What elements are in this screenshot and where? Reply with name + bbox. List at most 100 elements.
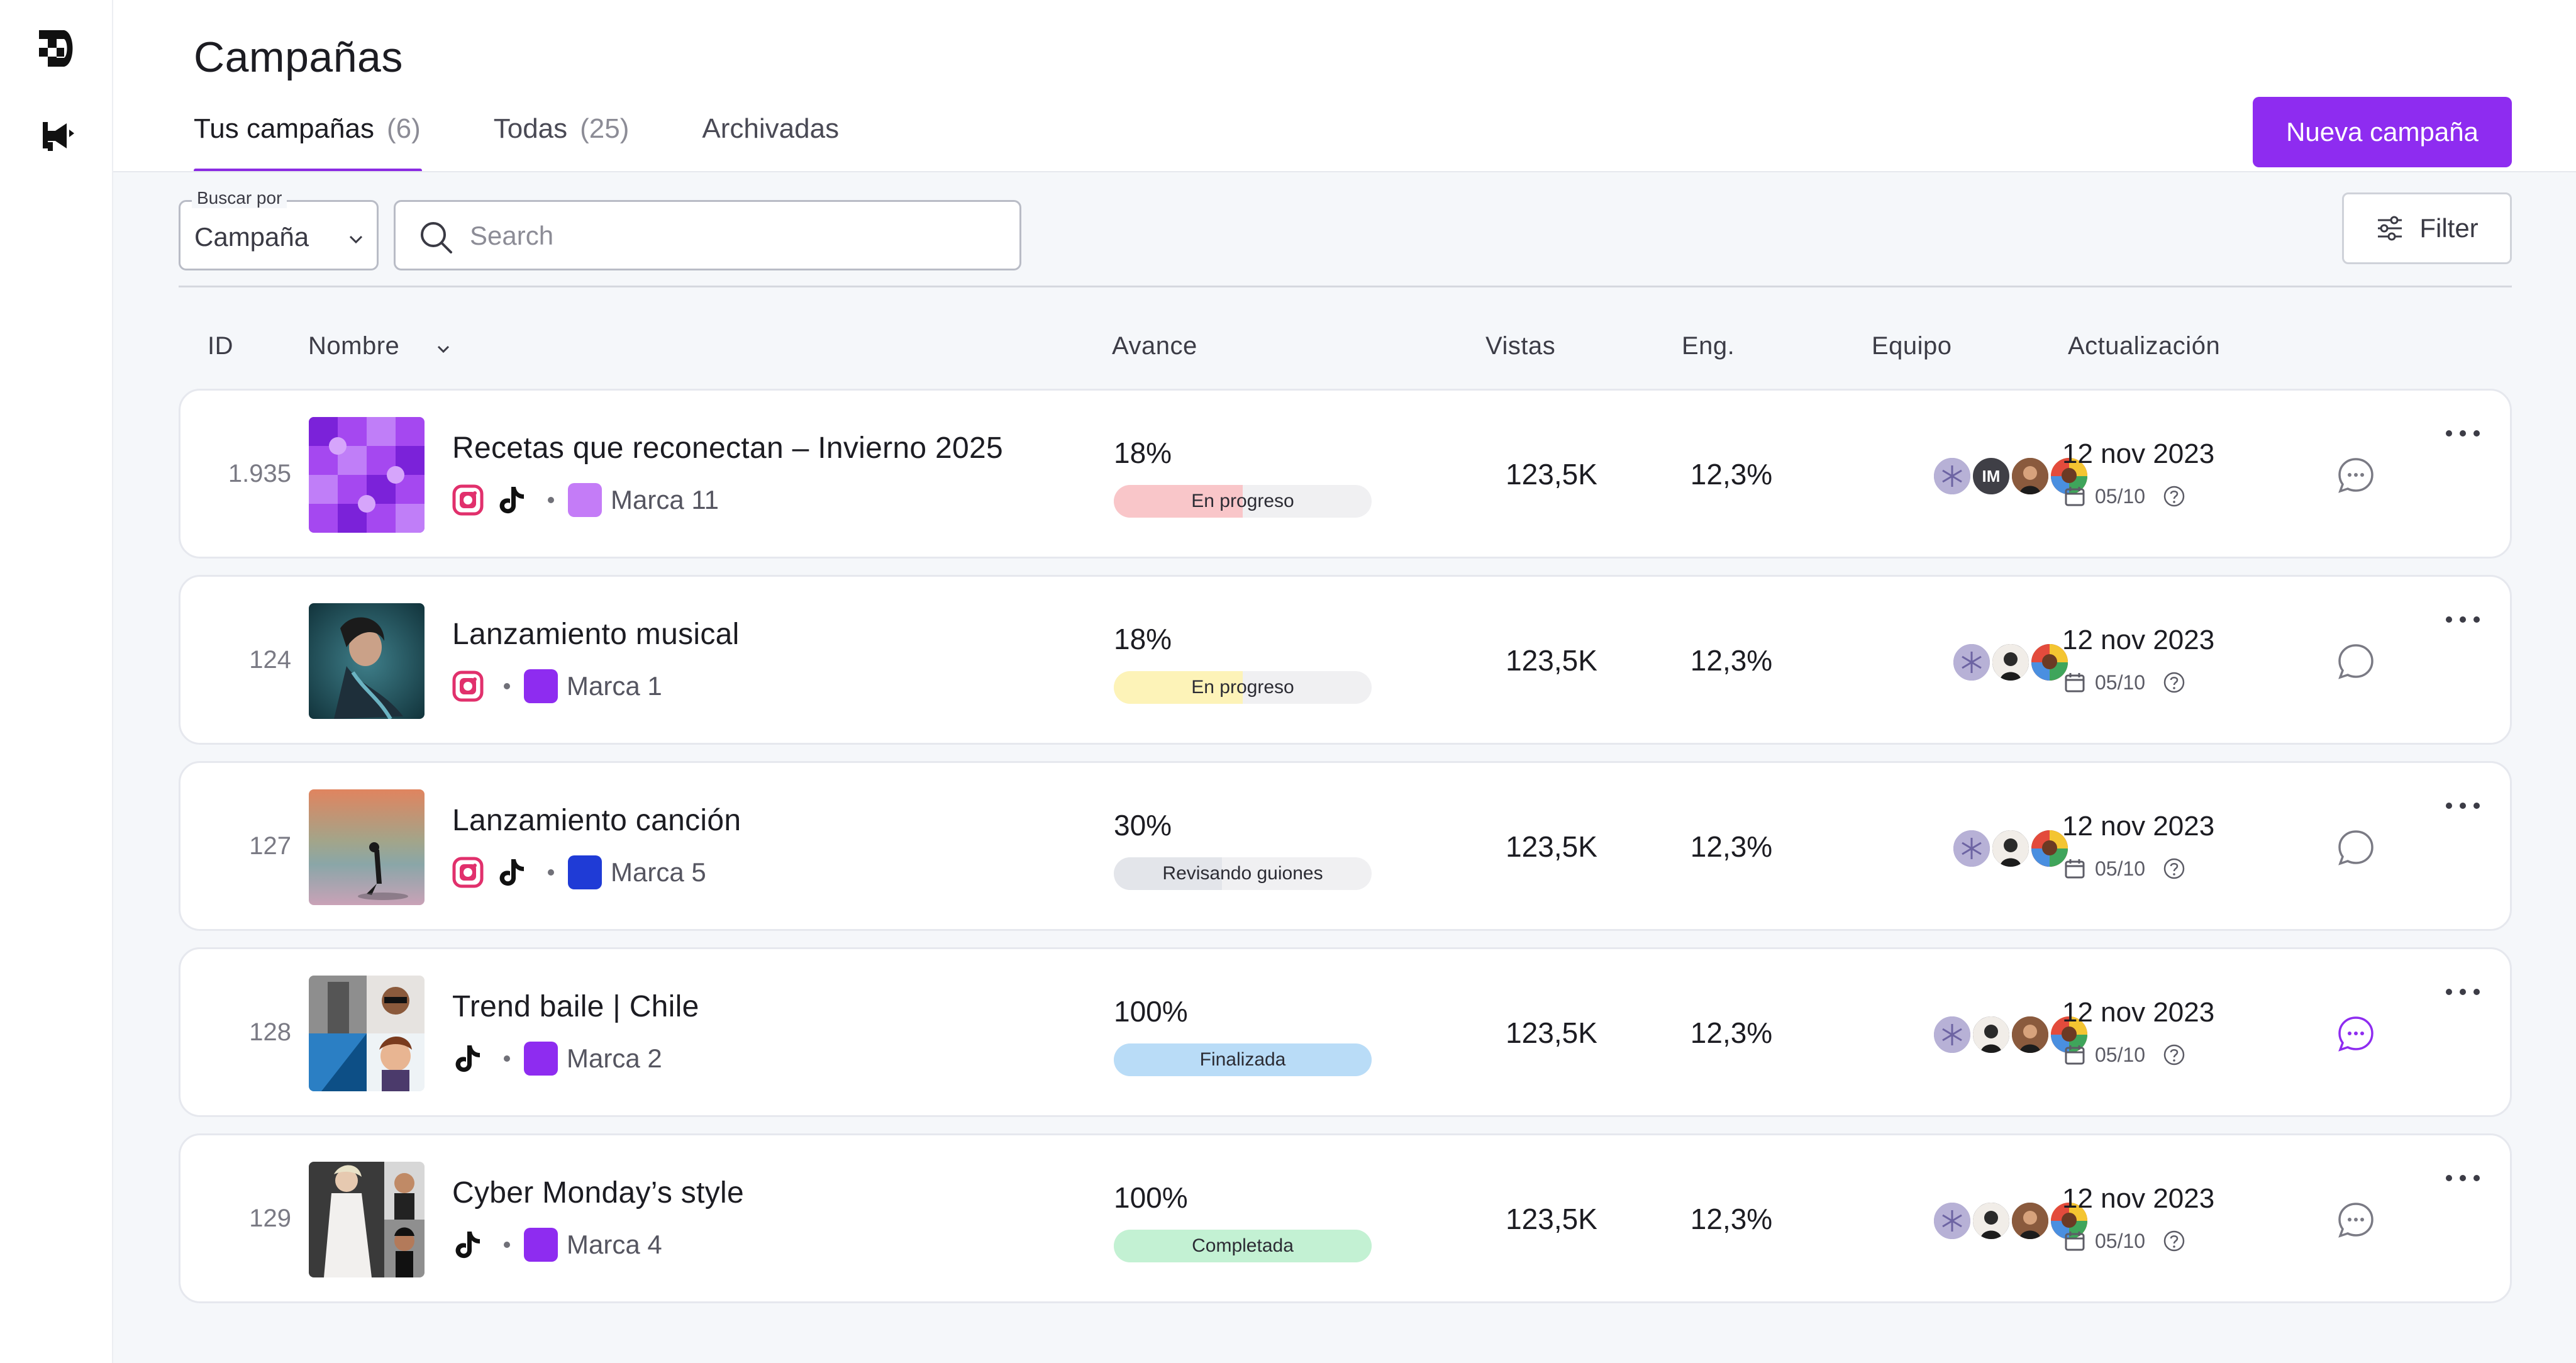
- avatar: [2009, 1014, 2051, 1055]
- campaign-name[interactable]: Cyber Monday’s style: [452, 1176, 744, 1210]
- comment-icon[interactable]: [2336, 456, 2375, 495]
- campaign-name[interactable]: Lanzamiento canción: [452, 804, 741, 837]
- avatar: [2029, 828, 2070, 869]
- comment-icon[interactable]: [2336, 1015, 2375, 1054]
- chevron-down-icon[interactable]: [434, 340, 453, 359]
- column-header-progress[interactable]: Avance: [1112, 332, 1197, 360]
- tab-all[interactable]: Todas (25): [494, 113, 630, 172]
- filter-button[interactable]: Filter: [2342, 192, 2512, 264]
- more-options-icon[interactable]: [2442, 1171, 2484, 1186]
- campaign-name[interactable]: Lanzamiento musical: [452, 618, 740, 651]
- more-options-icon[interactable]: [2442, 426, 2484, 441]
- campaign-row[interactable]: 124 Lanzamiento musical Marca 1 18% En progr…: [179, 575, 2512, 745]
- column-header-id[interactable]: ID: [208, 332, 233, 360]
- team-avatars[interactable]: [1931, 1200, 2090, 1242]
- campaign-row[interactable]: 1.935 Recetas que reconectan – Invierno 2…: [179, 389, 2512, 559]
- brand-label[interactable]: Marca 1: [567, 671, 662, 701]
- new-campaign-button[interactable]: Nueva campaña: [2253, 97, 2512, 167]
- comment-icon[interactable]: [2336, 828, 2375, 867]
- tab-my-campaigns[interactable]: Tus campañas (6): [194, 113, 422, 172]
- updated-date: 12 nov 2023: [2062, 811, 2215, 842]
- column-header-engagement[interactable]: Eng.: [1682, 332, 1735, 360]
- brand-label[interactable]: Marca 11: [611, 485, 719, 515]
- campaign-id: 1.935: [228, 460, 291, 487]
- more-options-icon[interactable]: [2442, 612, 2484, 627]
- campaign-meta: Marca 5: [452, 855, 706, 890]
- comment-icon[interactable]: [2336, 642, 2375, 681]
- status-progress-bar: Finalizada: [1114, 1043, 1372, 1076]
- page-header: Campañas Tus campañas (6) Todas (25) Archi…: [113, 0, 2576, 172]
- help-icon[interactable]: [2163, 857, 2185, 880]
- instagram-icon: [452, 857, 484, 888]
- campaign-id: 129: [249, 1204, 291, 1232]
- campaign-row[interactable]: 129 Cyber Monday’s style Marca 4 100% Comple…: [179, 1133, 2512, 1303]
- filter-divider: [179, 286, 2512, 287]
- tiktok-icon: [455, 1045, 480, 1072]
- brand-color-swatch: [524, 1042, 558, 1076]
- help-icon[interactable]: [2163, 1230, 2185, 1252]
- brand-label[interactable]: Marca 4: [567, 1230, 662, 1259]
- separator-dot: [504, 1242, 510, 1248]
- campaign-row[interactable]: 127 Lanzamiento canción Marca 5 30% Revisand…: [179, 761, 2512, 931]
- campaign-thumbnail[interactable]: [309, 1162, 425, 1277]
- column-header-updated[interactable]: Actualización: [2068, 332, 2221, 360]
- due-date: 05/10: [2063, 855, 2185, 882]
- sliders-icon: [2378, 216, 2402, 241]
- status-progress-bar: Completada: [1114, 1230, 1372, 1262]
- campaign-row[interactable]: 128 Trend baile | Chile Marca 2 100% Finaliz…: [179, 947, 2512, 1117]
- help-icon[interactable]: [2163, 671, 2185, 694]
- tab-label: Tus campañas: [194, 113, 374, 144]
- search-by-label: Buscar por: [192, 188, 287, 208]
- views-value: 123,5K: [1506, 1016, 1597, 1049]
- status-label: En progreso: [1191, 677, 1294, 698]
- calendar-icon: [2065, 1232, 2085, 1251]
- logo-icon[interactable]: [36, 28, 77, 69]
- comment-icon[interactable]: [2336, 1201, 2375, 1240]
- campaign-thumbnail[interactable]: [309, 603, 425, 719]
- team-avatars[interactable]: [1951, 828, 2070, 869]
- brand-label[interactable]: Marca 2: [567, 1043, 662, 1073]
- brand-label[interactable]: Marca 5: [611, 857, 706, 887]
- status-progress-bar: Revisando guiones: [1114, 857, 1372, 890]
- avatar: [2048, 1200, 2090, 1242]
- separator-dot: [504, 683, 510, 689]
- tab-count: (25): [580, 113, 630, 144]
- help-icon[interactable]: [2163, 485, 2185, 508]
- separator-dot: [548, 869, 554, 876]
- status-label: Completada: [1192, 1235, 1294, 1256]
- due-date-text: 05/10: [2095, 484, 2146, 508]
- column-header-team[interactable]: Equipo: [1872, 332, 1952, 360]
- campaign-name[interactable]: Recetas que reconectan – Invierno 2025: [452, 431, 1003, 465]
- more-options-icon[interactable]: [2442, 798, 2484, 813]
- column-header-name[interactable]: Nombre: [308, 332, 400, 360]
- column-header-views[interactable]: Vistas: [1485, 332, 1556, 360]
- tiktok-icon: [499, 487, 524, 514]
- campaign-thumbnail[interactable]: [309, 976, 425, 1091]
- tab-archived[interactable]: Archivadas: [702, 113, 839, 172]
- campaign-thumbnail[interactable]: [309, 417, 425, 533]
- campaign-id: 127: [249, 832, 291, 860]
- campaign-thumbnail[interactable]: [309, 789, 425, 905]
- brand-color-swatch: [524, 669, 558, 703]
- avatar: [1931, 1014, 1973, 1055]
- status-label: En progreso: [1191, 491, 1294, 511]
- avatar: [1970, 1014, 2012, 1055]
- search-input[interactable]: [470, 218, 998, 253]
- avatar-initials: IM: [1982, 466, 2001, 486]
- search-by-select[interactable]: Buscar por Campaña: [179, 188, 379, 270]
- brand-color-swatch: [524, 1228, 558, 1262]
- campaign-meta: Marca 4: [452, 1227, 662, 1262]
- filter-label: Filter: [2419, 213, 2479, 243]
- more-options-icon[interactable]: [2442, 984, 2484, 999]
- campaign-name[interactable]: Trend baile | Chile: [452, 990, 699, 1023]
- views-value: 123,5K: [1506, 1203, 1597, 1235]
- team-avatars[interactable]: [1931, 1014, 2090, 1055]
- status-label: Revisando guiones: [1162, 863, 1323, 884]
- instagram-icon: [452, 670, 484, 702]
- due-date-text: 05/10: [2095, 1229, 2146, 1252]
- megaphone-icon[interactable]: [39, 120, 75, 152]
- team-avatars[interactable]: [1951, 642, 2070, 683]
- calendar-icon: [2065, 487, 2085, 506]
- help-icon[interactable]: [2163, 1043, 2185, 1066]
- avatar: [1931, 1200, 1973, 1242]
